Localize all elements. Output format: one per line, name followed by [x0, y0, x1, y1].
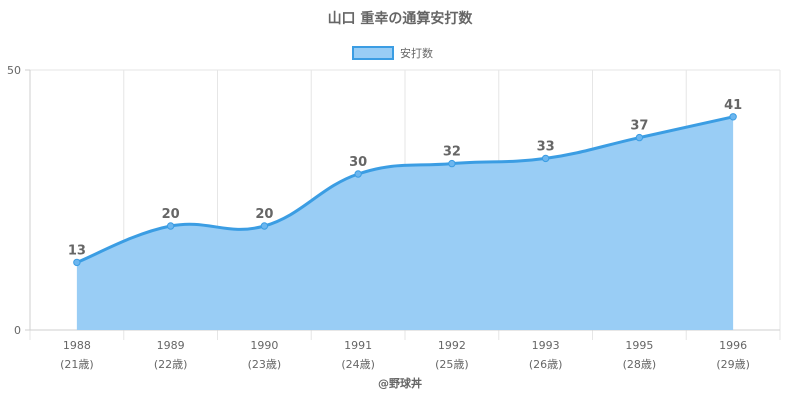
x-tick-label: 1990 — [250, 339, 278, 352]
x-tick-sublabel: (29歳) — [716, 358, 750, 371]
x-tick-label: 1995 — [625, 339, 653, 352]
data-label: 30 — [349, 155, 367, 170]
data-point[interactable] — [260, 222, 269, 230]
data-label: 32 — [443, 145, 461, 160]
credit-text: @野球丼 — [378, 376, 422, 390]
x-tick-label: 1993 — [532, 339, 560, 352]
data-labels: 13 20 20 30 32 33 37 41 — [68, 98, 742, 259]
x-axis: 1988 (21歳) 1989 (22歳) 1990 (23歳) 1991 (24歳) 1992… — [25, 329, 780, 371]
x-tick-sublabel: (22歳) — [154, 358, 188, 371]
x-tick-sublabel: (23歳) — [248, 358, 282, 371]
x-tick-label: 1989 — [157, 339, 185, 352]
x-tick-label: 1992 — [438, 339, 466, 352]
x-tick-label: 1988 — [63, 339, 91, 352]
x-tick-sublabel: (24歳) — [341, 358, 375, 371]
data-point[interactable] — [448, 159, 456, 168]
data-point[interactable] — [541, 154, 550, 163]
y-tick-label: 0 — [14, 324, 21, 337]
y-axis: 0 50 — [7, 64, 31, 337]
series-area — [76, 115, 734, 330]
data-point[interactable] — [166, 222, 175, 230]
legend-label: 安打数 — [400, 46, 433, 60]
data-label: 41 — [724, 98, 742, 113]
data-point[interactable] — [354, 170, 362, 178]
data-point[interactable] — [729, 113, 737, 121]
data-label: 13 — [68, 243, 86, 258]
x-tick-sublabel: (28歳) — [623, 358, 657, 371]
x-tick-label: 1996 — [719, 339, 747, 352]
series-line — [76, 115, 734, 264]
data-point[interactable] — [73, 258, 81, 267]
x-tick-sublabel: (25歳) — [435, 358, 469, 371]
y-tick-label: 50 — [7, 64, 21, 77]
x-tick-label: 1991 — [344, 339, 372, 352]
legend[interactable]: 安打数 — [352, 46, 433, 60]
x-tick-sublabel: (26歳) — [529, 358, 563, 371]
data-label: 37 — [630, 119, 648, 134]
data-points — [73, 113, 737, 267]
data-label: 20 — [255, 207, 273, 222]
data-label: 20 — [162, 207, 180, 222]
data-label: 33 — [537, 139, 555, 154]
area-fill — [76, 116, 734, 330]
x-tick-sublabel: (21歳) — [60, 358, 94, 371]
data-point[interactable] — [635, 133, 644, 142]
chart-title: 山口 重幸の通算安打数 — [328, 10, 474, 27]
legend-swatch — [352, 46, 394, 60]
